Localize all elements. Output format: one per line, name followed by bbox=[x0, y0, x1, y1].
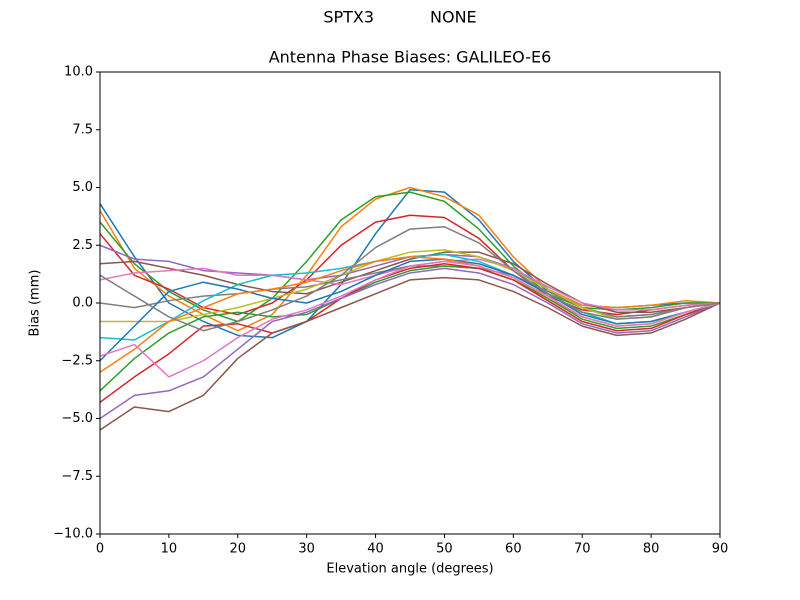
x-tick-label: 20 bbox=[230, 542, 247, 557]
x-tick-label: 50 bbox=[436, 542, 453, 557]
y-axis-label: Bias (mm) bbox=[28, 270, 43, 337]
series-line bbox=[99, 251, 721, 313]
y-tick-label: −5.0 bbox=[61, 411, 93, 426]
series-line bbox=[99, 226, 721, 332]
x-tick-label: 30 bbox=[298, 542, 315, 557]
chart-title: Antenna Phase Biases: GALILEO-E6 bbox=[269, 48, 552, 67]
y-tick-label: −10.0 bbox=[53, 527, 93, 542]
x-tick-label: 10 bbox=[161, 542, 178, 557]
y-tick-label: 5.0 bbox=[72, 180, 93, 195]
series-line bbox=[99, 265, 721, 392]
series-line bbox=[99, 267, 721, 420]
x-tick-label: 70 bbox=[574, 542, 591, 557]
y-tick-label: 7.5 bbox=[72, 122, 93, 137]
y-tick-label: −7.5 bbox=[61, 469, 93, 484]
series-line bbox=[99, 262, 721, 403]
y-tick-label: 10.0 bbox=[64, 65, 93, 80]
series-line bbox=[99, 276, 721, 431]
x-tick-label: 60 bbox=[505, 542, 522, 557]
x-axis-label: Elevation angle (degrees) bbox=[326, 562, 493, 577]
x-tick-label: 40 bbox=[367, 542, 384, 557]
series-line bbox=[99, 260, 721, 378]
x-tick-label: 0 bbox=[96, 542, 104, 557]
y-tick-label: −2.5 bbox=[61, 353, 93, 368]
y-tick-label: 2.5 bbox=[72, 238, 93, 253]
y-tick-label: 0.0 bbox=[72, 296, 93, 311]
series-line bbox=[99, 258, 721, 362]
suptitle: SPTX3 NONE bbox=[323, 8, 476, 27]
x-tick-label: 80 bbox=[643, 542, 660, 557]
x-tick-label: 90 bbox=[712, 542, 729, 557]
